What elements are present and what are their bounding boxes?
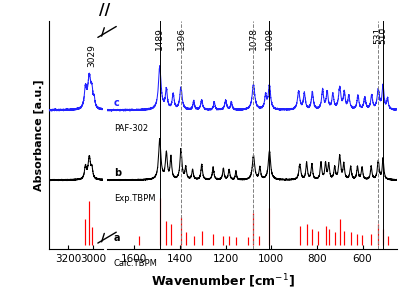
Text: 531: 531 xyxy=(374,27,383,45)
Text: 1008: 1008 xyxy=(265,27,274,50)
Text: 510: 510 xyxy=(379,27,388,45)
Text: //: // xyxy=(99,3,111,18)
Text: c: c xyxy=(114,98,120,108)
Text: 3029: 3029 xyxy=(87,44,96,67)
Text: Exp.TBPM: Exp.TBPM xyxy=(114,194,155,203)
Text: 1396: 1396 xyxy=(176,27,185,50)
Text: Wavenumber [cm$^{-1}$]: Wavenumber [cm$^{-1}$] xyxy=(151,272,295,290)
Text: b: b xyxy=(114,168,121,178)
Text: 1078: 1078 xyxy=(249,27,258,50)
Y-axis label: Absorbance [a.u.]: Absorbance [a.u.] xyxy=(33,79,43,190)
Text: a: a xyxy=(114,233,120,243)
Text: PAF-302: PAF-302 xyxy=(114,125,148,134)
Text: Calc.TBPM: Calc.TBPM xyxy=(114,259,158,268)
Text: 1489: 1489 xyxy=(155,27,164,50)
